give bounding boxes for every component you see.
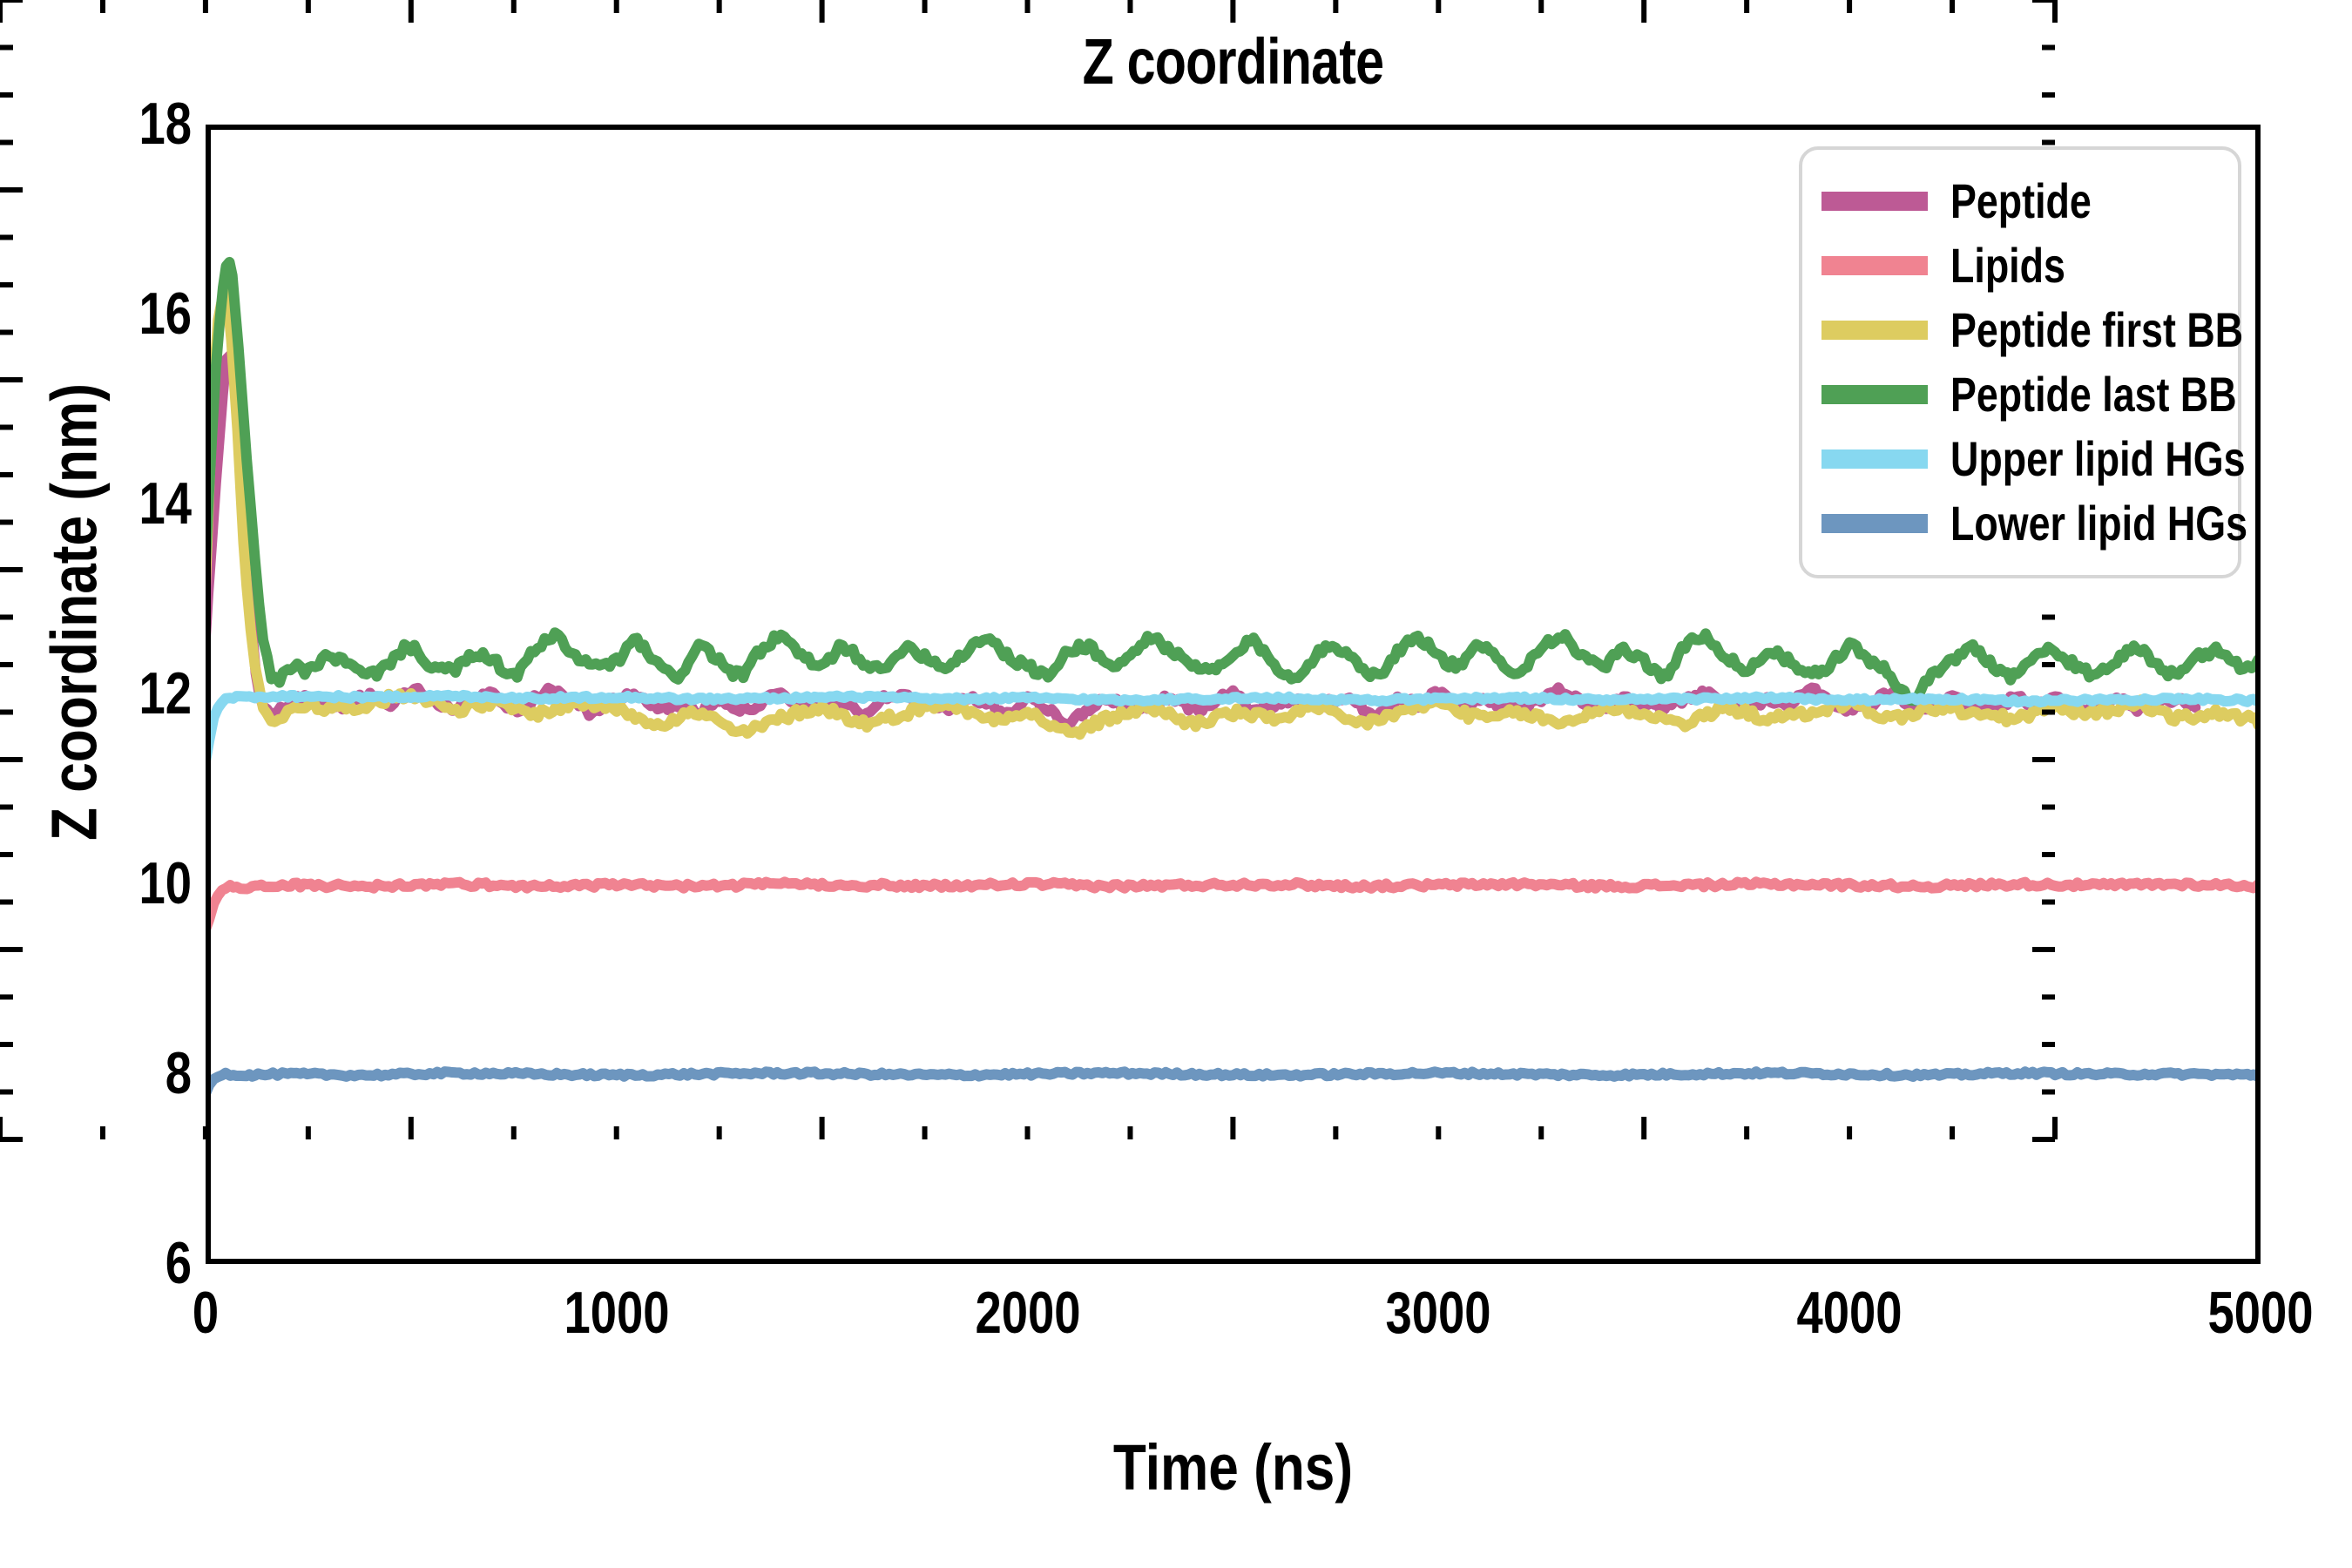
legend-item[interactable]: Upper lipid HGs — [1821, 427, 2246, 491]
legend-item-label: Lower lipid HGs — [1950, 496, 2248, 551]
legend-item[interactable]: Peptide first BB — [1821, 298, 2243, 362]
x-tick-label: 0 — [192, 1280, 220, 1346]
x-tick-label: 4000 — [1796, 1280, 1903, 1346]
legend-item[interactable]: Peptide — [1821, 169, 2215, 233]
legend-color-swatch — [1821, 385, 1928, 404]
legend-color-swatch — [1821, 192, 1928, 211]
y-tick-label: 18 — [139, 91, 192, 157]
legend-item-label: Peptide — [1950, 173, 2092, 228]
y-tick-label: 16 — [139, 280, 192, 347]
series-line-peptide-first-bb — [206, 284, 2261, 740]
series-line-upper-lipid-hgs — [206, 689, 2261, 767]
legend-item[interactable]: Lower lipid HGs — [1821, 491, 2247, 556]
legend-item-label: Upper lipid HGs — [1950, 431, 2246, 486]
legend-color-swatch — [1821, 514, 1928, 533]
x-tick-label: 3000 — [1385, 1280, 1491, 1346]
page-title: Z coordinate — [1082, 25, 1384, 98]
legend-item[interactable]: Lipids — [1821, 233, 2215, 298]
y-tick-label: 8 — [165, 1040, 192, 1106]
legend-item-label: Lipids — [1950, 238, 2065, 293]
legend-color-swatch — [1821, 321, 1928, 340]
series-line-lipids — [206, 876, 2261, 936]
y-axis-label: Z coordinate (nm) — [37, 383, 111, 841]
y-tick-label: 12 — [139, 660, 192, 727]
x-axis-label: Time (ns) — [1112, 1431, 1354, 1504]
series-canvas — [206, 256, 2261, 1099]
series-line-lower-lipid-hgs — [206, 1066, 2261, 1099]
legend-color-swatch — [1821, 256, 1928, 275]
legend: Peptide Lipids Peptide first BB Peptide las… — [1799, 146, 2247, 578]
legend-item[interactable]: Peptide last BB — [1821, 362, 2237, 427]
x-tick-label: 1000 — [564, 1280, 670, 1346]
x-tick-label: 5000 — [2207, 1280, 2314, 1346]
legend-item-label: Peptide last BB — [1950, 367, 2237, 422]
y-tick-label: 14 — [139, 470, 192, 537]
legend-item-label: Peptide first BB — [1950, 302, 2244, 357]
legend-color-swatch — [1821, 449, 1928, 469]
y-tick-label: 10 — [139, 850, 192, 916]
y-tick-label: 6 — [165, 1230, 192, 1296]
x-tick-label: 2000 — [975, 1280, 1081, 1346]
